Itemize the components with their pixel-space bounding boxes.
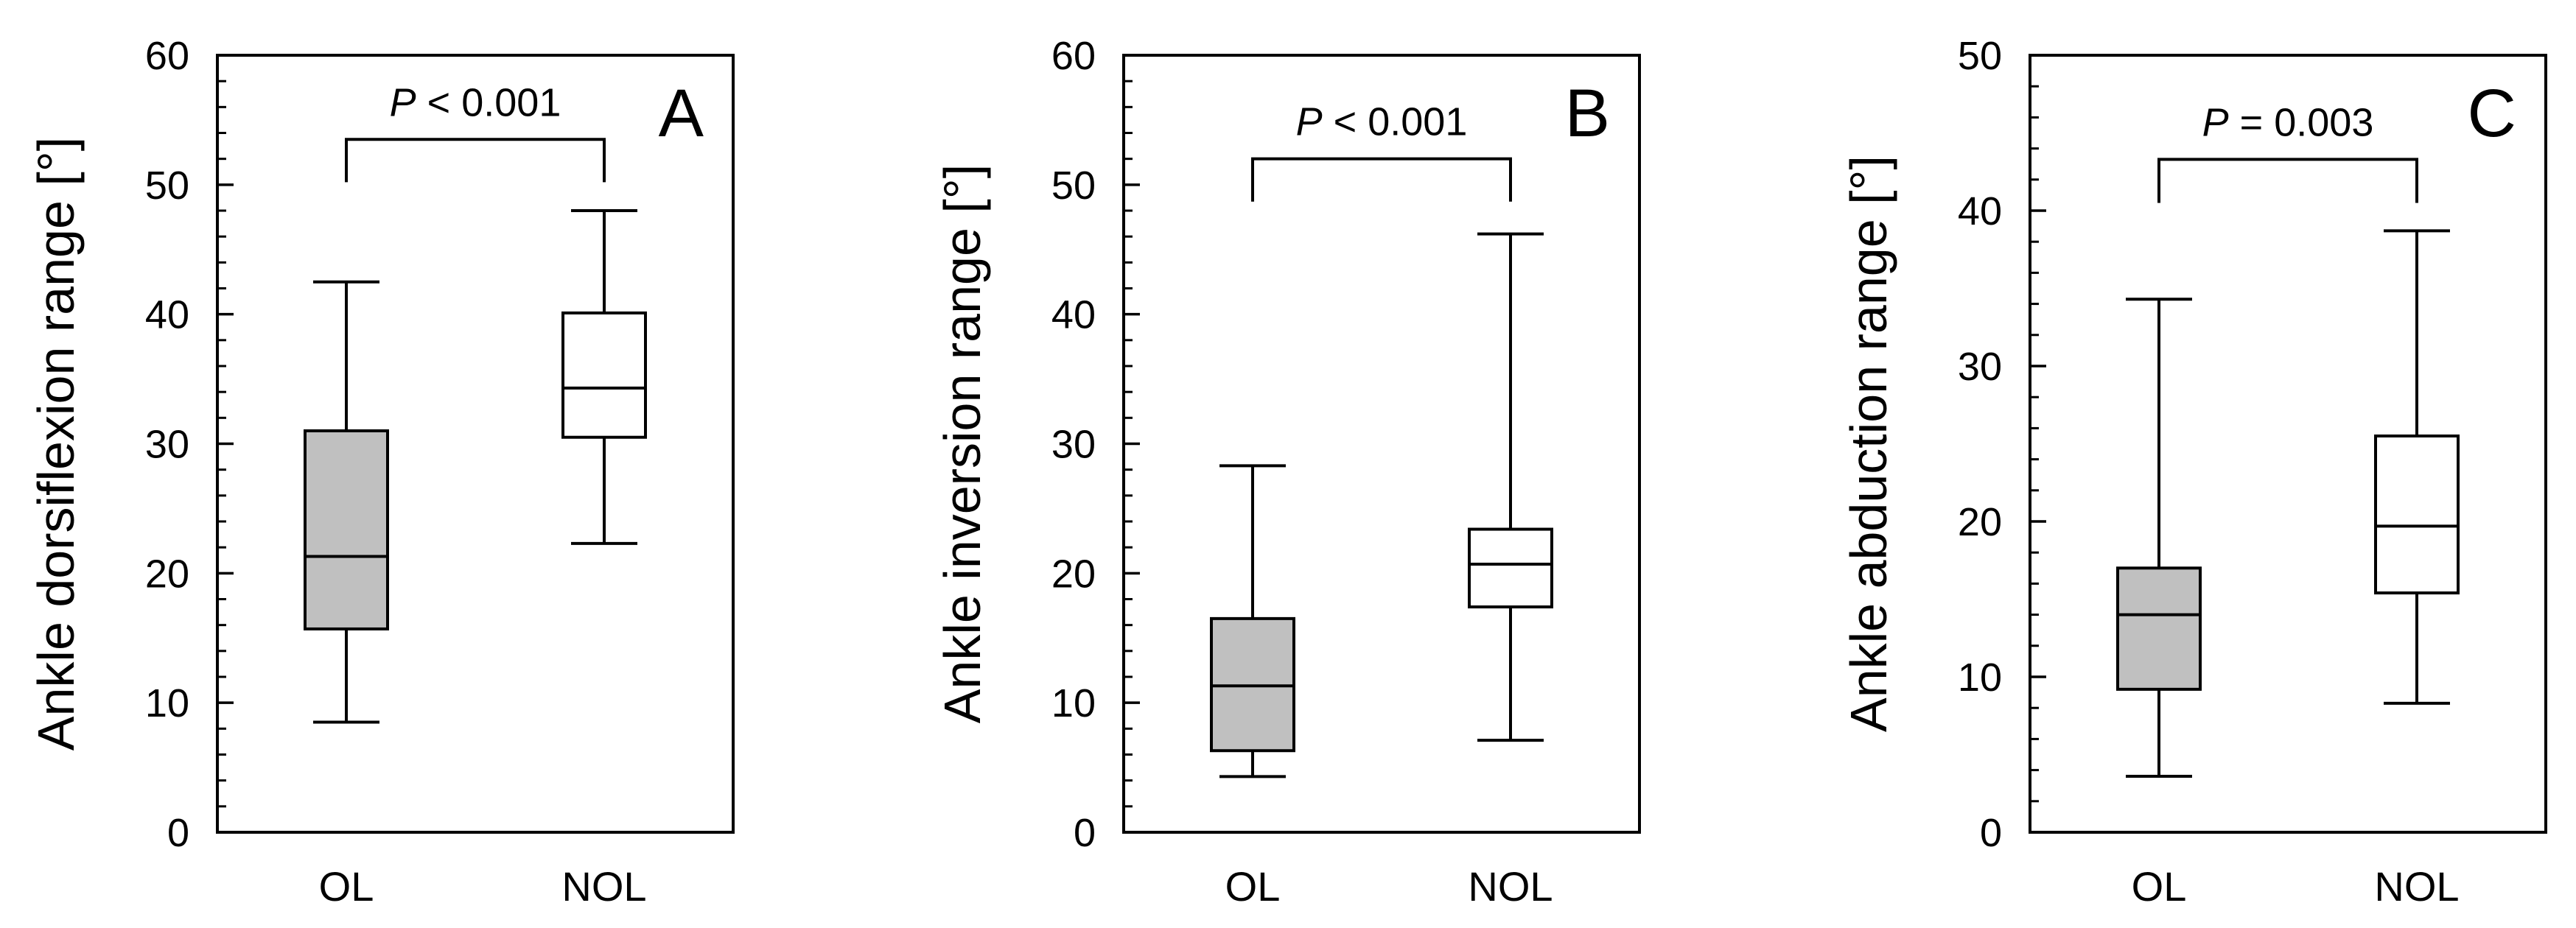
x-category-label: NOL <box>1468 863 1553 910</box>
p-value-label: P = 0.003 <box>2202 100 2374 144</box>
significance-bracket <box>345 138 606 183</box>
y-tick-label: 60 <box>145 34 189 78</box>
x-category-label: NOL <box>561 863 646 910</box>
y-tick-label: 40 <box>145 293 189 337</box>
y-tick-label: 0 <box>1074 811 1096 855</box>
panel-letter: B <box>1565 76 1610 151</box>
significance-bracket <box>1251 157 1512 202</box>
iqr-box <box>2374 434 2460 595</box>
box-ol <box>304 280 389 724</box>
panel-b: 0 10 20 30 40 50 60 Ankle inversion range [°] OL… <box>934 34 1641 910</box>
panel-letter: C <box>2468 76 2516 151</box>
p-symbol: P <box>390 80 416 124</box>
plot-frame <box>1122 54 1641 834</box>
y-tick-label: 60 <box>1051 34 1096 78</box>
y-tick-label: 10 <box>1958 655 2002 700</box>
panel-letter: A <box>659 76 704 151</box>
panel-a: 0 10 20 30 40 50 60 Ankle dorsiflexion range [°… <box>27 34 735 910</box>
iqr-box <box>2116 566 2202 691</box>
x-category-label: NOL <box>2374 863 2459 910</box>
y-tick-label: 30 <box>1051 423 1096 467</box>
y-tick-label: 20 <box>1051 552 1096 596</box>
y-tick-label: 30 <box>145 423 189 467</box>
p-symbol: P <box>2202 100 2229 144</box>
iqr-box <box>304 429 389 630</box>
x-category-label: OL <box>319 863 374 910</box>
plot-frame <box>2029 54 2547 834</box>
y-tick-label: 50 <box>145 164 189 208</box>
significance-bracket <box>2157 158 2418 203</box>
y-tick-label: 20 <box>1958 500 2002 544</box>
y-axis-label: Ankle abduction range [°] <box>1840 155 1897 732</box>
y-axis-label: Ankle inversion range [°] <box>934 164 991 724</box>
box-ol <box>1210 464 1295 778</box>
x-category-label: OL <box>2132 863 2187 910</box>
plot-frame <box>216 54 735 834</box>
p-symbol: P <box>1296 100 1323 144</box>
p-value-text: < 0.001 <box>416 80 561 124</box>
y-tick-label: 10 <box>1051 681 1096 725</box>
y-tick-label: 50 <box>1051 164 1096 208</box>
p-value-text: < 0.001 <box>1323 100 1468 144</box>
y-tick-label: 20 <box>145 552 189 596</box>
y-tick-label: 40 <box>1051 293 1096 337</box>
box-nol <box>561 209 647 545</box>
panel-c: 0 10 20 30 40 50 Ankle abduction range [°] OL NO… <box>1840 34 2547 910</box>
y-tick-label: 50 <box>1958 34 2002 78</box>
iqr-box <box>561 311 647 439</box>
y-tick-label: 10 <box>145 681 189 725</box>
box-nol <box>2374 229 2460 705</box>
box-ol <box>2116 298 2202 778</box>
y-tick-label: 0 <box>167 811 189 855</box>
y-tick-label: 40 <box>1958 189 2002 233</box>
x-category-label: OL <box>1225 863 1281 910</box>
y-axis-label: Ankle dorsiflexion range [°] <box>27 137 85 751</box>
p-value-label: P < 0.001 <box>390 80 561 124</box>
p-value-text: = 0.003 <box>2229 100 2374 144</box>
box-nol <box>1468 232 1553 742</box>
p-value-label: P < 0.001 <box>1296 100 1468 144</box>
y-tick-label: 30 <box>1958 345 2002 389</box>
y-tick-label: 0 <box>1980 811 2002 855</box>
iqr-box <box>1468 527 1553 609</box>
